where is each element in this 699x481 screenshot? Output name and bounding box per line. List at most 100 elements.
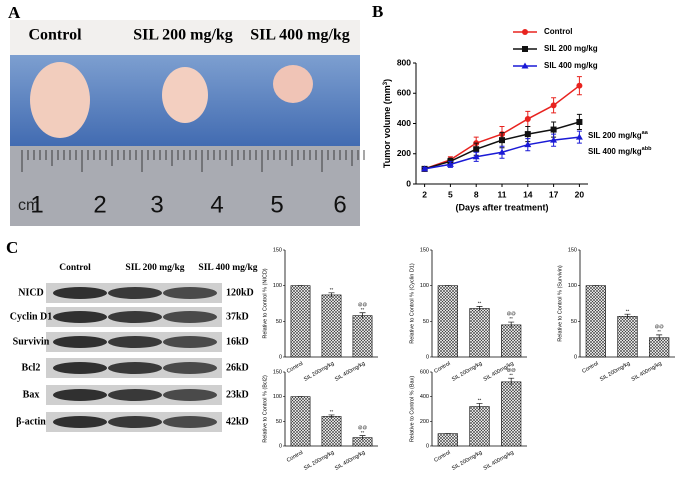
blot-band bbox=[53, 416, 107, 428]
significance: ** bbox=[509, 372, 513, 377]
y-tick-label: 600 bbox=[420, 369, 429, 375]
marker bbox=[524, 141, 532, 148]
error-bar bbox=[359, 312, 366, 319]
x-tick-label: 5 bbox=[448, 189, 453, 199]
marker bbox=[421, 165, 429, 172]
legend-label: Control bbox=[544, 27, 572, 36]
bar bbox=[321, 416, 342, 447]
error-bar bbox=[328, 414, 335, 418]
error-bar bbox=[476, 306, 483, 311]
y-tick-label: 100 bbox=[273, 283, 282, 289]
x-tick-label: SIL 200mg/kg bbox=[303, 361, 335, 383]
y-tick-label: 600 bbox=[397, 88, 411, 98]
annotation-text: SIL 400 mg/kg bbox=[588, 147, 642, 156]
blot-size: 26kD bbox=[226, 362, 249, 373]
blot-band bbox=[108, 336, 162, 348]
annotation: SIL 400 mg/kgabb bbox=[588, 146, 652, 156]
bar bbox=[352, 315, 373, 358]
x-tick-label: 14 bbox=[523, 189, 533, 199]
ruler-label: 3 bbox=[150, 191, 163, 218]
annotation-sup: aa bbox=[642, 130, 649, 136]
y-tick-label: 100 bbox=[273, 394, 282, 400]
y-tick-label: 200 bbox=[420, 419, 429, 425]
blot-band bbox=[53, 311, 107, 323]
y-tick-label: 150 bbox=[273, 369, 282, 375]
tumor bbox=[273, 65, 313, 103]
x-tick-label: Control bbox=[581, 361, 599, 375]
blot-size: 120kD bbox=[226, 287, 254, 298]
x-tick-label: SIL 200mg/kg bbox=[451, 450, 483, 472]
x-tick-label: SIL 400mg/kg bbox=[483, 450, 515, 472]
blot-band bbox=[163, 362, 217, 374]
error-bar bbox=[328, 292, 335, 298]
blot-band bbox=[108, 287, 162, 299]
blot-band bbox=[163, 287, 217, 299]
blot-band bbox=[53, 362, 107, 374]
y-tick-label: 150 bbox=[568, 247, 577, 253]
x-axis-label: (Days after treatment) bbox=[455, 202, 548, 212]
blot-column: SIL 200 mg/kg bbox=[125, 263, 184, 273]
y-tick-label: 100 bbox=[568, 283, 577, 289]
y-tick-label: 50 bbox=[276, 419, 282, 425]
significance: ** bbox=[509, 316, 513, 321]
y-tick-label: 150 bbox=[273, 247, 282, 253]
legend-label: SIL 400 mg/kg bbox=[544, 61, 598, 70]
ruler-label: 5 bbox=[270, 191, 283, 218]
x-tick-label: 11 bbox=[498, 189, 507, 199]
significance: @@ bbox=[358, 302, 368, 307]
blot-band bbox=[108, 362, 162, 374]
ruler-label: 2 bbox=[93, 191, 106, 218]
bar bbox=[321, 294, 342, 358]
x-tick-label: SIL 400mg/kg bbox=[631, 361, 663, 383]
tumor bbox=[162, 67, 208, 123]
bar bbox=[469, 406, 490, 447]
panel-label: A bbox=[8, 3, 21, 22]
blot-band bbox=[163, 389, 217, 401]
y-tick-label: 200 bbox=[397, 148, 411, 158]
marker bbox=[576, 82, 583, 89]
blot-protein: Cyclin D1 bbox=[10, 311, 53, 322]
blot-protein: Bax bbox=[23, 389, 40, 400]
y-tick-label: 400 bbox=[397, 118, 411, 128]
x-tick-label: Control bbox=[433, 361, 451, 375]
y-tick-label: 50 bbox=[571, 319, 577, 325]
marker bbox=[446, 160, 454, 167]
significance: ** bbox=[478, 398, 482, 403]
bar bbox=[501, 324, 522, 358]
ruler-label: 4 bbox=[210, 191, 223, 218]
group-label: SIL 200 mg/kg bbox=[133, 27, 233, 44]
group-label: Control bbox=[28, 27, 82, 44]
error-bar bbox=[508, 321, 515, 328]
blot-size: 42kD bbox=[226, 416, 249, 427]
error-bar bbox=[359, 435, 366, 440]
significance: ** bbox=[361, 430, 365, 435]
y-axis-label-part: Tumor volume (mm bbox=[382, 85, 392, 168]
blot-protein: Survivin bbox=[13, 336, 50, 347]
bar bbox=[585, 285, 606, 358]
x-tick-label: 8 bbox=[474, 189, 479, 199]
bar bbox=[469, 308, 490, 358]
marker bbox=[472, 153, 480, 160]
x-tick-label: Control bbox=[286, 450, 304, 464]
marker bbox=[524, 131, 531, 138]
blot-band bbox=[53, 287, 107, 299]
bar bbox=[290, 285, 311, 358]
x-tick-label: SIL 200mg/kg bbox=[599, 361, 631, 383]
annotation: SIL 200 mg/kgaa bbox=[588, 130, 649, 140]
error-bar bbox=[508, 377, 515, 386]
y-axis-label: Relative to Control % (Survivin) bbox=[557, 265, 563, 342]
marker bbox=[550, 126, 557, 133]
error-bar bbox=[476, 403, 483, 410]
blot-band bbox=[53, 336, 107, 348]
y-axis-label: Relative to Control % (NICD) bbox=[262, 268, 268, 338]
significance: ** bbox=[478, 301, 482, 306]
x-tick-label: SIL 200mg/kg bbox=[303, 450, 335, 472]
y-axis-label-part: ) bbox=[382, 79, 392, 82]
blot-band bbox=[163, 311, 217, 323]
blot-column: Control bbox=[59, 263, 91, 273]
marker bbox=[524, 115, 531, 122]
y-tick-label: 0 bbox=[426, 354, 429, 360]
blot-protein: NICD bbox=[18, 287, 44, 298]
y-axis-label: Relative to Control % (Cyclin D1) bbox=[409, 263, 415, 344]
